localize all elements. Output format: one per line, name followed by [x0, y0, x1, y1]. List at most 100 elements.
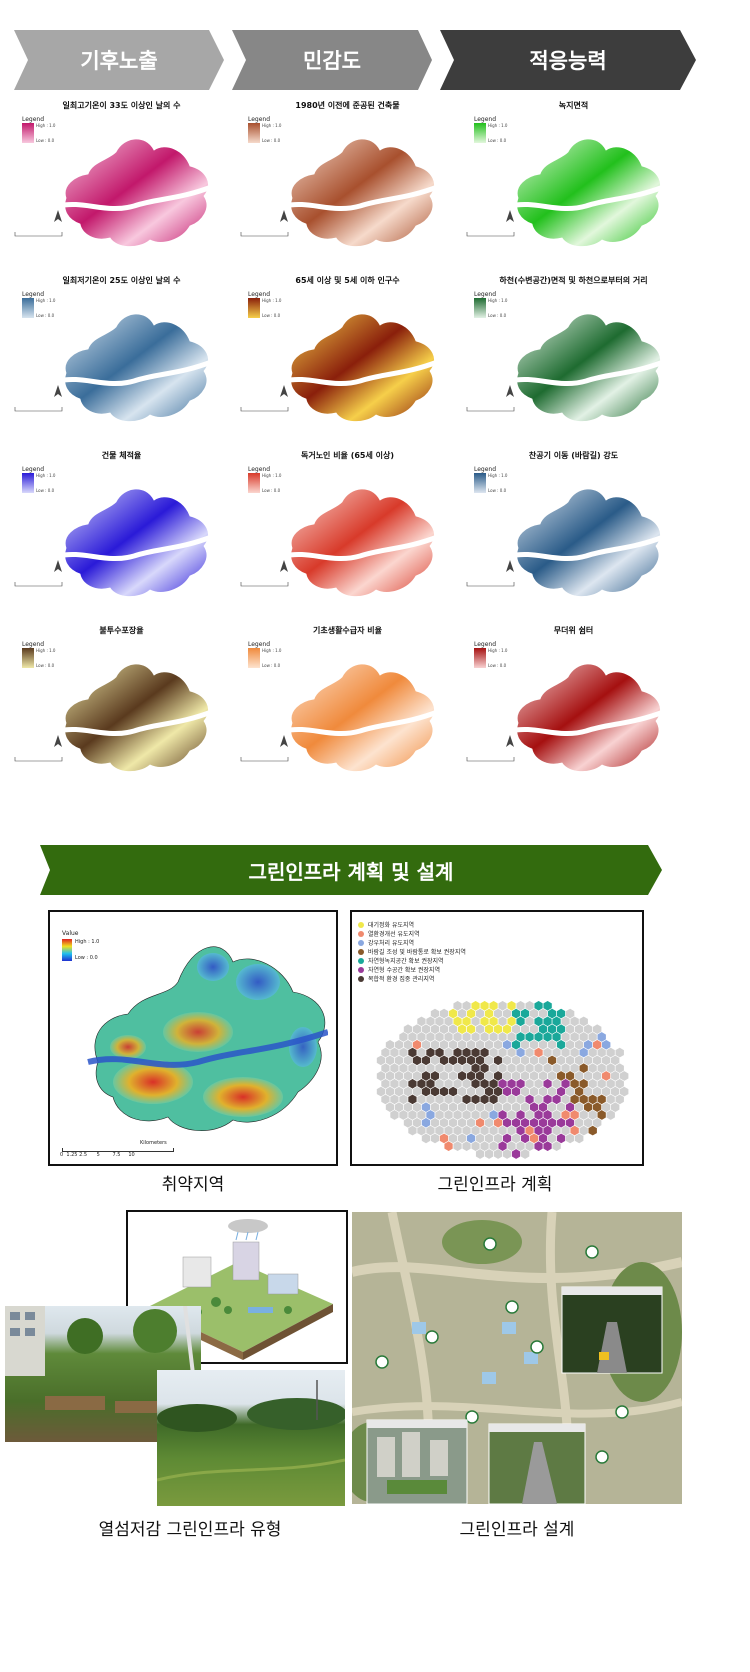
- plan-hexagon: [493, 1148, 503, 1160]
- plan-legend-label: 복합적 환경 집중 관리지역: [368, 976, 435, 983]
- plan-hexagon: [520, 1148, 530, 1160]
- plan-hexagon: [461, 1140, 472, 1152]
- map-legend-low: Low : 0.0: [262, 138, 281, 143]
- indicator-map: 65세 이상 및 5세 이하 인구수 Legend High : 1.0 Low : …: [240, 275, 455, 445]
- north-arrow-icon: [54, 385, 62, 397]
- seoul-map: [509, 313, 667, 422]
- plan-legend-label: 자연형녹지공간 확보 권장지역: [368, 958, 444, 965]
- map-legend-title: Legend: [474, 641, 497, 648]
- map-legend-swatch: [474, 298, 486, 318]
- aerial-design-map: [352, 1212, 682, 1504]
- indicator-map: 독거노인 비율 (65세 이상) Legend High : 1.0 Low : 0.…: [240, 450, 455, 620]
- map-legend-swatch: [474, 473, 486, 493]
- north-arrow-icon: [506, 385, 514, 397]
- plan-hexagon: [587, 1125, 598, 1137]
- map-title: 무더위 쉼터: [553, 626, 594, 635]
- seoul-map: [509, 138, 667, 247]
- map-title: 일최고기온이 33도 이상인 날의 수: [62, 101, 181, 110]
- map-legend-swatch: [22, 648, 34, 668]
- indicator-map: 하천(수변공간)면적 및 하천으로부터의 거리 Legend High : 1.0 L…: [466, 275, 681, 445]
- map-title: 불투수포장율: [99, 626, 144, 635]
- legend-hexagon-icon: [358, 948, 364, 955]
- vuln-scale-bar: [62, 1148, 174, 1152]
- plan-legend-label: 강우처리 유도지역: [368, 940, 415, 947]
- map-title: 찬공기 이동 (바람길) 강도: [528, 451, 619, 460]
- seoul-map: [283, 663, 441, 772]
- map-legend-high: High : 1.0: [36, 123, 56, 128]
- vuln-scale-label: Kilometers: [140, 1140, 167, 1146]
- map-legend-high: High : 1.0: [36, 648, 56, 653]
- vulnerability-map-panel: Value High : 1.0 Low : 0.0 Kilometers 0 …: [48, 910, 338, 1166]
- vulnerability-heatmap: [87, 946, 328, 1131]
- scale-bar-icon: [466, 582, 515, 587]
- indicator-map: 찬공기 이동 (바람길) 강도 Legend High : 1.0 Low : 0.0: [466, 450, 681, 620]
- scale-bar-icon: [14, 757, 63, 762]
- header-label: 적응능력: [529, 49, 607, 73]
- plan-hexagon: [484, 1148, 494, 1160]
- legend-hexagon-icon: [358, 930, 364, 937]
- map-legend-low: Low : 0.0: [262, 313, 281, 318]
- plan-legend-item: 자연형 수공간 확보 권장지역: [358, 965, 466, 974]
- map-legend-low: Low : 0.0: [262, 663, 281, 668]
- map-legend-high: High : 1.0: [36, 473, 56, 478]
- plan-hexagon: [443, 1140, 454, 1152]
- indicator-map: 녹지면적 Legend High : 1.0 Low : 0.0: [466, 100, 681, 270]
- map-legend-low: Low : 0.0: [36, 138, 55, 143]
- vulnerability-caption: 취약지역: [161, 1175, 225, 1195]
- scale-bar-icon: [466, 757, 515, 762]
- map-legend-high: High : 1.0: [262, 648, 282, 653]
- plan-legend: 대기정화 유도지역 열환경개선 유도지역 강우처리 유도지역 바람길 조성 및 바람통…: [358, 920, 466, 983]
- map-title: 일최저기온이 25도 이상인 날의 수: [62, 276, 181, 285]
- plan-legend-label: 바람길 조성 및 바람통로 확보 권장지역: [368, 949, 466, 956]
- map-legend-title: Legend: [474, 116, 497, 123]
- map-legend-high: High : 1.0: [488, 298, 508, 303]
- map-legend-swatch: [248, 648, 260, 668]
- plan-legend-item: 바람길 조성 및 바람통로 확보 권장지역: [358, 947, 466, 956]
- plan-hexagon: [502, 1148, 512, 1160]
- north-arrow-icon: [280, 385, 288, 397]
- seoul-map: [509, 663, 667, 772]
- seoul-map: [57, 313, 215, 422]
- map-legend-title: Legend: [248, 116, 271, 123]
- map-title: 65세 이상 및 5세 이하 인구수: [295, 276, 400, 285]
- map-legend-low: Low : 0.0: [488, 313, 507, 318]
- plan-legend-item: 열환경개선 유도지역: [358, 929, 466, 938]
- header-label: 민감도: [303, 49, 361, 73]
- legend-hexagon-icon: [358, 921, 364, 928]
- indicator-map: 건물 체적율 Legend High : 1.0 Low : 0.0: [14, 450, 229, 620]
- north-arrow-icon: [506, 560, 514, 572]
- seoul-map: [283, 488, 441, 597]
- indicator-map: 일최고기온이 33도 이상인 날의 수 Legend High : 1.0 Low :…: [14, 100, 229, 270]
- map-title: 기초생활수급자 비율: [312, 626, 383, 635]
- map-legend-title: Legend: [248, 641, 271, 648]
- map-legend-swatch: [248, 298, 260, 318]
- seoul-map: [57, 488, 215, 597]
- plan-hexagon: [475, 1148, 485, 1160]
- plan-hexagon: [565, 1132, 575, 1144]
- seoul-map: [509, 488, 667, 597]
- north-arrow-icon: [280, 210, 288, 222]
- indicator-map: 1980년 이전에 준공된 건축물 Legend High : 1.0 Low : 0…: [240, 100, 455, 270]
- map-legend-title: Legend: [22, 641, 45, 648]
- map-legend-swatch: [248, 473, 260, 493]
- map-title: 건물 체적율: [101, 451, 142, 460]
- map-legend-title: Legend: [474, 466, 497, 473]
- seoul-map: [57, 663, 215, 772]
- header-climate-exposure: 기후노출: [14, 30, 224, 90]
- map-legend-high: High : 1.0: [36, 298, 56, 303]
- scale-bar-icon: [466, 232, 515, 237]
- north-arrow-icon: [280, 560, 288, 572]
- legend-hexagon-icon: [358, 966, 364, 973]
- map-legend-high: High : 1.0: [262, 473, 282, 478]
- header-label: 기후노출: [80, 49, 158, 73]
- map-legend-swatch: [22, 123, 34, 143]
- plan-hexagon: [421, 1132, 431, 1144]
- map-legend-swatch: [22, 298, 34, 318]
- north-arrow-icon: [506, 210, 514, 222]
- scale-bar-icon: [240, 232, 289, 237]
- plan-hexagon: [542, 1140, 553, 1152]
- types-caption: 열섬저감 그린인프라 유형: [98, 1520, 282, 1540]
- map-legend-title: Legend: [248, 291, 271, 298]
- map-legend-high: High : 1.0: [488, 473, 508, 478]
- map-legend-low: Low : 0.0: [488, 663, 507, 668]
